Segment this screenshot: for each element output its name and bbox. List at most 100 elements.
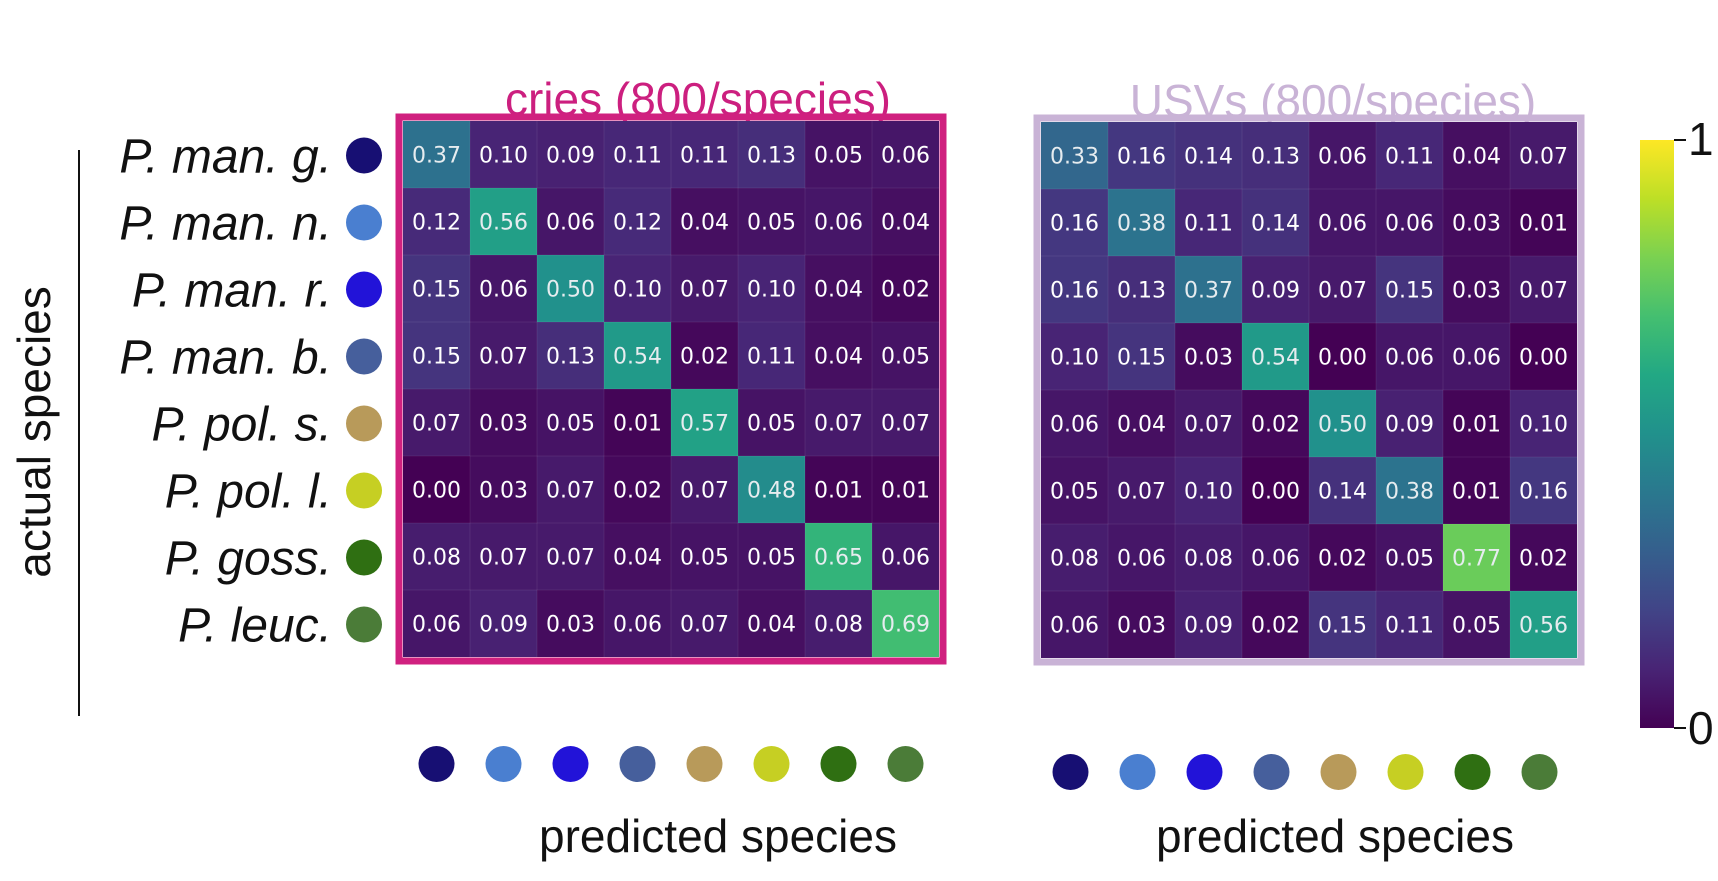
cell-value-label: 0.00 <box>1251 480 1300 505</box>
cell-value-label: 0.07 <box>546 546 595 571</box>
heatmap-cell <box>1041 122 1108 189</box>
cell-value-label: 0.11 <box>680 144 729 169</box>
cell-value-label: 0.14 <box>1184 145 1233 170</box>
heatmap-cell <box>1443 256 1510 323</box>
heatmap-cell <box>1242 122 1309 189</box>
colorbar <box>1640 140 1674 728</box>
cell-value-label: 0.05 <box>546 412 595 437</box>
heatmap-cell <box>1376 591 1443 658</box>
heatmap-cell <box>604 523 671 590</box>
heatmap-cell <box>805 255 872 322</box>
heatmap-cell <box>872 121 939 188</box>
cell-value-label: 0.15 <box>1318 614 1367 639</box>
heatmap-cell <box>1443 122 1510 189</box>
heatmap-cell <box>537 590 604 657</box>
heatmap-cell <box>872 523 939 590</box>
species-dot <box>552 746 589 782</box>
heatmap-cell <box>537 255 604 322</box>
cell-value-label: 0.07 <box>412 412 461 437</box>
cell-value-label: 0.04 <box>814 345 863 370</box>
heatmap-cell <box>1242 524 1309 591</box>
cell-value-label: 0.37 <box>412 144 461 169</box>
heatmap-cell <box>470 255 537 322</box>
cell-value-label: 0.48 <box>747 479 796 504</box>
heatmap-cell <box>872 255 939 322</box>
heatmap-cell <box>1108 457 1175 524</box>
row-species-dots <box>346 137 382 643</box>
heatmap-cell <box>1108 390 1175 457</box>
heatmap-cell <box>1175 457 1242 524</box>
heatmap-cell <box>1443 457 1510 524</box>
cell-value-label: 0.08 <box>1184 547 1233 572</box>
heatmap-cell <box>1108 122 1175 189</box>
cell-value-label: 0.11 <box>613 144 662 169</box>
heatmap-cell <box>738 523 805 590</box>
cell-value-label: 0.04 <box>747 613 796 638</box>
heatmap-cell <box>1510 122 1577 189</box>
cell-value-label: 0.06 <box>1117 547 1166 572</box>
cell-value-label: 0.10 <box>747 278 796 303</box>
usvs-heatmap: 0.33 0.16 0.14 0.13 0.06 0.11 0.04 0.07 0.16 0.38… <box>1033 114 1585 666</box>
species-dot <box>619 746 656 782</box>
panel-frame <box>395 113 947 665</box>
cell-value-label: 0.01 <box>1519 212 1568 237</box>
heatmap-cell <box>403 389 470 456</box>
heatmap-cell <box>1108 323 1175 390</box>
cell-value-label: 0.10 <box>1184 480 1233 505</box>
y-axis-title: actual species <box>8 286 60 578</box>
heatmap-cell <box>1041 189 1108 256</box>
cell-value-label: 0.06 <box>1050 614 1099 639</box>
heatmap-cell <box>872 590 939 657</box>
cell-value-label: 0.37 <box>1184 279 1233 304</box>
cell-value-label: 0.07 <box>1519 145 1568 170</box>
heatmap-cell <box>1510 457 1577 524</box>
cell-value-label: 0.02 <box>1519 547 1568 572</box>
heatmap-cell <box>805 121 872 188</box>
cell-value-label: 0.00 <box>412 479 461 504</box>
cell-value-label: 0.38 <box>1385 480 1434 505</box>
species-dot <box>1454 754 1491 790</box>
cell-value-label: 0.06 <box>1318 212 1367 237</box>
heatmap-cell <box>738 322 805 389</box>
cell-value-label: 0.06 <box>613 613 662 638</box>
cell-value-label: 0.03 <box>1452 212 1501 237</box>
heatmap-cell <box>1376 323 1443 390</box>
cell-value-label: 0.07 <box>1184 413 1233 438</box>
cell-value-label: 0.01 <box>1452 413 1501 438</box>
heatmap-cell <box>1443 390 1510 457</box>
cell-value-label: 0.05 <box>747 546 796 571</box>
heatmap-cell <box>1309 256 1376 323</box>
colorbar-max-label: 1 <box>1688 113 1714 165</box>
cell-value-label: 0.02 <box>881 278 930 303</box>
heatmap-cell <box>403 523 470 590</box>
cell-value-label: 0.16 <box>1050 212 1099 237</box>
heatmap-cell <box>1510 256 1577 323</box>
cell-value-label: 0.50 <box>1318 413 1367 438</box>
cell-value-label: 0.04 <box>881 211 930 236</box>
heatmap-cell <box>537 389 604 456</box>
heatmap-cell <box>403 255 470 322</box>
row-labels: P. man. g. P. man. n. P. man. r. P. man. b.… <box>119 131 332 653</box>
heatmap-cell <box>1242 189 1309 256</box>
heatmap-cell <box>671 523 738 590</box>
heatmap-cell <box>403 590 470 657</box>
cell-value-label: 0.05 <box>747 412 796 437</box>
heatmap-cell <box>537 188 604 255</box>
cell-value-label: 0.06 <box>1318 145 1367 170</box>
cell-value-label: 0.02 <box>1251 614 1300 639</box>
cell-value-label: 0.15 <box>412 345 461 370</box>
row-label: P. pol. s. <box>151 399 332 452</box>
cell-value-label: 0.06 <box>1385 212 1434 237</box>
heatmap-cell <box>872 188 939 255</box>
cell-value-label: 0.04 <box>613 546 662 571</box>
species-dot <box>346 137 382 174</box>
cell-value-label: 0.03 <box>546 613 595 638</box>
heatmap-cell <box>1309 323 1376 390</box>
row-label: P. goss. <box>165 533 332 586</box>
cell-value-label: 0.09 <box>1385 413 1434 438</box>
heatmap-cell <box>1510 323 1577 390</box>
cell-value-label: 0.07 <box>546 479 595 504</box>
panel-frame <box>1033 114 1585 666</box>
heatmap-cell <box>1309 524 1376 591</box>
